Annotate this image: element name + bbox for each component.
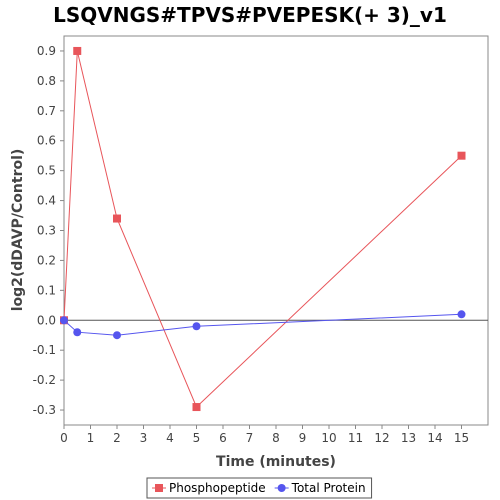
x-tick-label: 5 xyxy=(193,431,201,445)
total-protein-point xyxy=(192,322,201,331)
y-tick-label: 0.9 xyxy=(37,44,56,58)
total-protein-point xyxy=(457,310,466,319)
total-protein-point xyxy=(60,316,68,325)
chart-title: LSQVNGS#TPVS#PVEPESK(+ 3)_v1 xyxy=(53,3,447,27)
legend-total-protein-marker xyxy=(277,484,286,492)
x-tick-label: 13 xyxy=(401,431,416,445)
legend-box xyxy=(146,477,373,499)
phosphopeptide-point xyxy=(457,151,466,160)
y-tick-label: 0.3 xyxy=(37,224,56,238)
y-axis-label: log2(dDAVP/Control) xyxy=(10,149,26,312)
x-tick-label: 15 xyxy=(454,431,469,445)
y-tick-label: -0.3 xyxy=(33,403,56,417)
legend-phosphopeptide-marker xyxy=(155,484,163,492)
x-tick-label: 11 xyxy=(348,431,363,445)
x-tick-label: 3 xyxy=(140,431,148,445)
phosphopeptide-point xyxy=(73,46,82,55)
x-tick-label: 1 xyxy=(87,431,95,445)
x-tick-label: 12 xyxy=(374,431,389,445)
legend-phosphopeptide-label: Phosphopeptide xyxy=(169,481,266,495)
y-tick-label: -0.1 xyxy=(33,343,56,357)
y-tick-label: -0.2 xyxy=(33,373,56,387)
x-tick-label: 0 xyxy=(60,431,68,445)
legend: Phosphopeptide Total Protein xyxy=(146,477,373,499)
x-tick-label: 4 xyxy=(166,431,174,445)
total-protein-point xyxy=(73,328,82,337)
legend-total-protein-label: Total Protein xyxy=(291,481,366,495)
x-tick-label: 14 xyxy=(427,431,442,445)
y-tick-label: 0.8 xyxy=(37,74,56,88)
x-tick-label: 7 xyxy=(246,431,254,445)
x-axis-label: Time (minutes) xyxy=(216,454,336,470)
y-tick-label: 0.1 xyxy=(37,283,56,297)
y-tick-label: 0.0 xyxy=(37,313,56,327)
y-tick-label: 0.7 xyxy=(37,104,56,118)
phosphopeptide-point xyxy=(192,403,201,412)
x-tick-label: 6 xyxy=(219,431,227,445)
y-axis: -0.3 -0.2 -0.1 0.0 0.1 0.2 0.3 0.4 0.5 0.6 0.7 0.8 0… xyxy=(33,44,64,417)
x-tick-label: 10 xyxy=(321,431,336,445)
x-axis: 0 1 2 3 4 5 6 7 8 9 10 11 12 13 14 15 xyxy=(60,425,469,445)
total-protein-point xyxy=(113,331,121,340)
x-tick-label: 8 xyxy=(272,431,280,445)
series-layer xyxy=(60,46,466,412)
x-tick-label: 9 xyxy=(299,431,307,445)
y-tick-label: 0.6 xyxy=(37,134,56,148)
y-tick-label: 0.2 xyxy=(37,253,56,267)
x-tick-label: 2 xyxy=(113,431,121,445)
phosphopeptide-point xyxy=(113,214,121,223)
y-tick-label: 0.5 xyxy=(37,164,56,178)
plot-area xyxy=(63,35,489,426)
y-tick-label: 0.4 xyxy=(37,194,56,208)
